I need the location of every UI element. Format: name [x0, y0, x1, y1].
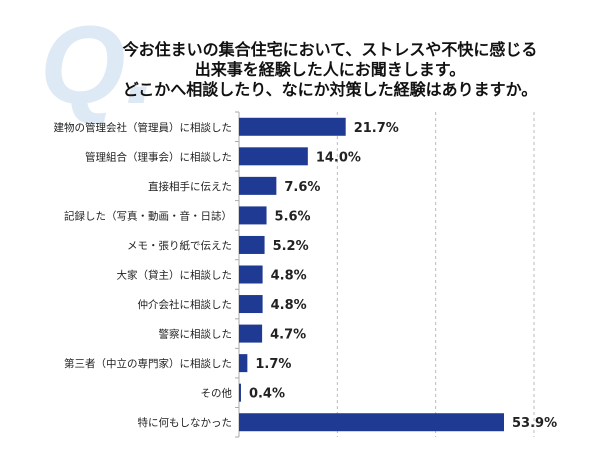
category-label: 記録した（写真・動画・音・日誌） [64, 209, 232, 222]
data-label: 4.8% [271, 298, 307, 313]
category-label: 仲介会社に相談した [138, 298, 233, 311]
category-label: 警察に相談した [159, 328, 233, 341]
title-line-2: 出来事を経験した人にお聞きします。 [194, 60, 466, 79]
title-line-1: 今お住まいの集合住宅において、ストレスや不快に感じる [122, 40, 538, 59]
bar [239, 413, 505, 432]
category-label: 直接相手に伝えた [148, 180, 232, 193]
bar [239, 206, 267, 225]
title-line-3: どこかへ相談したり、なにか対策した経験はありますか。 [122, 80, 538, 99]
bar [239, 235, 265, 254]
data-label: 0.4% [249, 387, 285, 402]
bar [239, 265, 263, 284]
data-label: 1.7% [255, 357, 291, 372]
category-label: その他 [201, 387, 233, 400]
bar [239, 354, 248, 373]
data-label: 53.9% [512, 416, 557, 431]
bar [239, 324, 263, 343]
bar [239, 383, 241, 402]
category-label: 建物の管理会社（管理員）に相談した [54, 121, 233, 134]
category-label: 特に何もしなかった [138, 416, 233, 429]
data-label: 21.7% [354, 121, 399, 136]
bar [239, 117, 346, 136]
data-label: 7.6% [284, 180, 320, 195]
category-label: 第三者（中立の専門家）に相談した [64, 357, 232, 370]
category-label: 管理組合（理事会）に相談した [85, 150, 232, 163]
bar [239, 176, 277, 195]
data-label: 14.0% [316, 150, 361, 165]
data-label: 5.2% [273, 239, 309, 254]
q-mark-logo: Q. [40, 4, 157, 127]
category-label: メモ・張り紙で伝えた [127, 239, 232, 252]
data-label: 4.8% [271, 269, 307, 284]
bar [239, 147, 308, 166]
data-label: 4.7% [270, 328, 306, 343]
bar [239, 295, 263, 314]
data-label: 5.6% [275, 209, 311, 224]
category-label: 大家（貸主）に相談した [117, 269, 233, 282]
